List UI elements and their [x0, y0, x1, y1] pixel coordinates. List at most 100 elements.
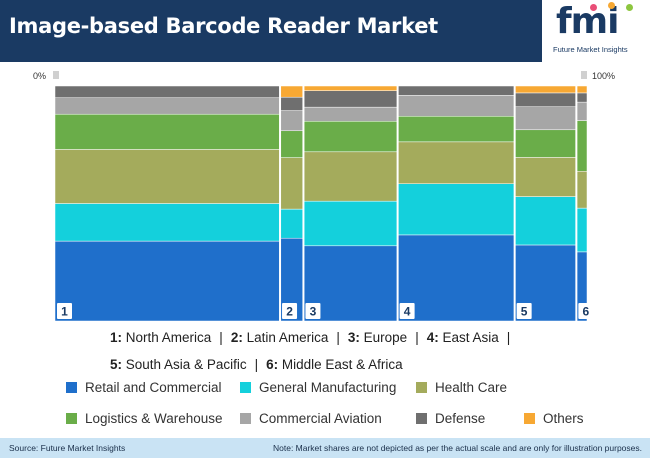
region-legend-separator: |: [415, 330, 419, 345]
segment-r3-defense: [303, 90, 398, 108]
segment-r4-commercial-aviation: [397, 95, 515, 117]
segment-r3-general-manufacturing: [303, 200, 398, 247]
region-legend-name: Europe: [359, 330, 408, 345]
segment-r3-logistics-warehouse: [303, 121, 398, 153]
logo-dot-3: [626, 4, 633, 11]
fmi-logo: fmi Future Market Insights: [542, 0, 650, 62]
segment-r2-others: [279, 85, 304, 98]
axis-left-marker: [53, 71, 59, 79]
legend-label: Logistics & Warehouse: [85, 411, 223, 426]
segment-r3-health-care: [303, 151, 398, 202]
legend-item-health-care: Health Care: [416, 380, 507, 395]
chart-axis: 0% 100%: [33, 71, 615, 81]
legend-item-general-manufacturing: General Manufacturing: [240, 380, 396, 395]
region-number-badge: [305, 303, 321, 319]
logo-dot-2: [608, 2, 615, 9]
legend-label: Commercial Aviation: [259, 411, 382, 426]
region-number-badge: [399, 303, 415, 319]
region-legend-item: 4: East Asia: [427, 330, 499, 345]
region-legend-number: 6:: [266, 357, 279, 372]
segment-r2-defense: [279, 96, 304, 111]
marimekko-chart: 0% 100% 1 2 3 4 5 6: [33, 71, 615, 322]
segment-r1-commercial-aviation: [54, 97, 281, 115]
region-number-4: 4: [404, 305, 411, 319]
segment-r2-health-care: [279, 157, 304, 210]
region-legend-name: Latin America: [242, 330, 329, 345]
region-number-badge: [57, 303, 72, 319]
segment-r1-health-care: [54, 149, 281, 204]
segment-r2-logistics-warehouse: [279, 130, 304, 158]
region-legend-item: 6: Middle East & Africa: [266, 357, 403, 372]
legend-label: Others: [543, 411, 584, 426]
legend-swatch: [416, 382, 427, 393]
legend-label: Retail and Commercial: [85, 380, 222, 395]
segment-r1-logistics-warehouse: [54, 113, 281, 150]
legend-item-retail-and-commercial: Retail and Commercial: [66, 380, 222, 395]
region-legend-number: 4:: [426, 330, 439, 345]
legend-label: Health Care: [435, 380, 508, 395]
region-legend-item: 2: Latin America: [231, 330, 329, 345]
region-legend-name: North America: [122, 330, 212, 345]
logo-subtitle: Future Market Insights: [553, 45, 628, 54]
segment-r5-defense: [514, 92, 577, 107]
segment-r6-others: [576, 85, 588, 94]
segment-r5-health-care: [514, 157, 577, 197]
region-legend-line-2: 5: South Asia & Pacific | 6: Middle East &…: [110, 357, 403, 372]
segment-r5-commercial-aviation: [514, 106, 577, 131]
footer-note: Note: Market shares are not depicted as …: [272, 443, 642, 453]
segment-r5-others: [514, 85, 577, 94]
region-legend-number: 5:: [110, 357, 123, 372]
region-number-badge: [282, 303, 298, 319]
segment-r2-commercial-aviation: [279, 110, 304, 132]
region-number-badge: [516, 303, 532, 319]
region-legend-name: South Asia & Pacific: [122, 357, 247, 372]
segment-r6-commercial-aviation: [576, 101, 588, 121]
chart-segments: [54, 85, 588, 322]
legend-swatch: [66, 382, 77, 393]
footer-bar: Source: Future Market Insights Note: Mar…: [0, 438, 650, 458]
region-number-badge: [578, 303, 594, 319]
legend-swatch: [240, 382, 251, 393]
region-number-5: 5: [521, 305, 528, 319]
segment-r5-logistics-warehouse: [514, 129, 577, 158]
region-legend-name: Middle East & Africa: [278, 357, 403, 372]
segment-r4-general-manufacturing: [397, 183, 515, 236]
region-legend-name: East Asia: [438, 330, 499, 345]
region-legend-item: 5: South Asia & Pacific: [110, 357, 247, 372]
legend-swatch: [66, 413, 77, 424]
legend-swatch: [524, 413, 535, 424]
segment-r5-retail-and-commercial: [514, 244, 577, 322]
legend-item-others: Others: [524, 411, 584, 426]
segment-r1-general-manufacturing: [54, 203, 281, 242]
legend-swatch: [240, 413, 251, 424]
region-number-6: 6: [583, 305, 590, 319]
segment-r1-retail-and-commercial: [54, 240, 281, 322]
header-bar: Image-based Barcode Reader Market fmi Fu…: [0, 0, 650, 62]
region-number-2: 2: [286, 305, 293, 319]
page-title: Image-based Barcode Reader Market: [9, 14, 438, 38]
region-number-labels: 1 2 3 4 5 6: [57, 303, 594, 319]
legend-item-defense: Defense: [416, 411, 485, 426]
legend-label: Defense: [435, 411, 486, 426]
segment-r3-commercial-aviation: [303, 106, 398, 122]
region-legend-separator: |: [336, 330, 340, 345]
region-number-3: 3: [310, 305, 317, 319]
axis-left-label: 0%: [33, 71, 46, 81]
segment-r4-defense: [397, 85, 515, 96]
region-legend-separator: |: [254, 357, 259, 372]
legend-swatch: [416, 413, 427, 424]
region-legend-line-1: 1: North America | 2: Latin America | 3: Eur…: [110, 330, 518, 345]
axis-right-label: 100%: [592, 71, 615, 81]
segment-r3-others: [303, 85, 398, 91]
segment-r6-general-manufacturing: [576, 207, 588, 253]
footer-source: Source: Future Market Insights: [9, 443, 126, 453]
segment-r5-general-manufacturing: [514, 196, 577, 246]
segment-r4-retail-and-commercial: [397, 234, 515, 322]
region-legend-separator: |: [219, 330, 223, 345]
region-legend-number: 3:: [347, 330, 360, 345]
segment-r6-logistics-warehouse: [576, 120, 588, 172]
region-legend-item: 1: North America: [110, 330, 211, 345]
region-legend-item: 3: Europe: [348, 330, 407, 345]
legend-item-commercial-aviation: Commercial Aviation: [240, 411, 382, 426]
region-number-1: 1: [61, 305, 68, 319]
